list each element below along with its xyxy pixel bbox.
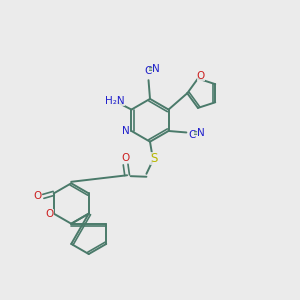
Text: C: C [189,130,196,140]
Text: N: N [197,128,205,138]
Text: N: N [122,126,130,136]
Text: ≡: ≡ [193,128,201,138]
Text: N: N [152,64,160,74]
Text: O: O [197,71,205,81]
Text: C: C [145,66,152,76]
Text: S: S [150,152,158,165]
Text: O: O [122,153,130,163]
Text: ≡: ≡ [148,64,156,74]
Text: O: O [34,191,42,201]
Text: H₂N: H₂N [105,96,125,106]
Text: O: O [45,209,54,219]
